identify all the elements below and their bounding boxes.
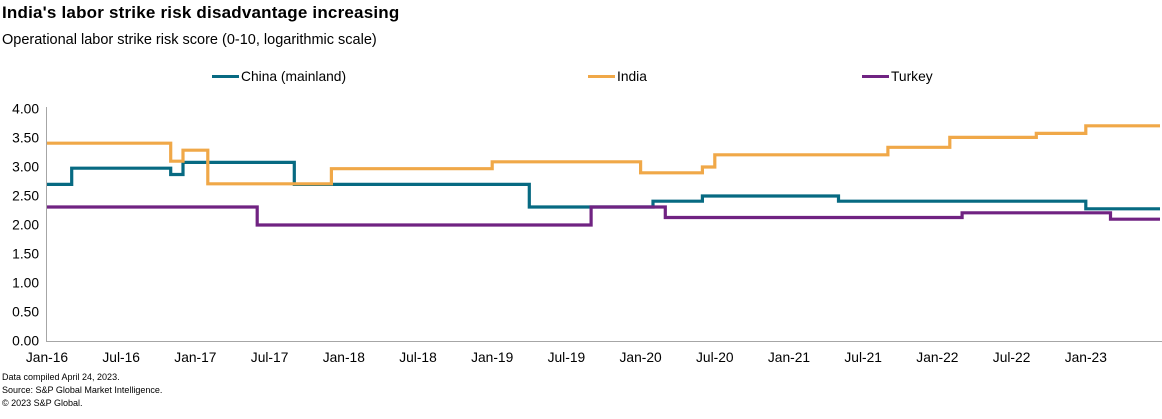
chart-footnotes: Data compiled April 24, 2023. Source: S&… (2, 371, 162, 410)
legend-item-china: China (mainland) (212, 69, 346, 84)
x-tick-label: Jan-16 (26, 350, 69, 365)
x-tick-label: Jan-19 (471, 350, 514, 365)
x-tick-label: Jul-22 (993, 350, 1031, 365)
x-tick-label: Jan-20 (620, 350, 663, 365)
legend-item-turkey: Turkey (862, 69, 933, 84)
chart-subtitle: Operational labor strike risk score (0-1… (2, 32, 377, 48)
legend-label-china: China (mainland) (241, 69, 347, 84)
y-tick-label: 0.00 (12, 334, 39, 349)
x-tick-label: Jul-21 (844, 350, 882, 365)
series-line-china-mainland (47, 160, 1160, 211)
footnote-source: Source: S&P Global Market Intelligence. (2, 385, 163, 395)
footnote-copyright: © 2023 S&P Global. (2, 398, 83, 408)
x-tick-label: Jul-18 (399, 350, 437, 365)
y-tick-label: 2.50 (12, 189, 39, 204)
legend: China (mainland) India Turkey (0, 69, 1162, 87)
x-tick-label: Jul-19 (548, 350, 586, 365)
x-tick-label: Jan-22 (916, 350, 958, 365)
series-line-india (47, 124, 1160, 186)
x-tick-label: Jan-18 (323, 350, 366, 365)
y-tick-label: 4.00 (12, 102, 39, 117)
x-tick-label: Jul-20 (696, 350, 734, 365)
x-tick-label: Jul-17 (251, 350, 289, 365)
y-tick-label: 1.00 (12, 276, 39, 291)
legend-swatch-china (212, 74, 239, 79)
legend-swatch-india (588, 74, 615, 79)
legend-label-turkey: Turkey (891, 69, 933, 84)
y-tick-label: 0.50 (12, 305, 39, 320)
y-tick-label: 2.00 (12, 218, 39, 233)
x-tick-label: Jan-21 (768, 350, 810, 365)
chart-title: India's labor strike risk disadvantage i… (2, 3, 400, 22)
series-line-turkey (47, 205, 1160, 227)
y-tick-label: 3.00 (12, 160, 39, 175)
y-tick-label: 1.50 (12, 247, 39, 262)
x-tick-label: Jan-17 (174, 350, 216, 365)
legend-item-india: India (588, 69, 647, 84)
footnote-compiled: Data compiled April 24, 2023. (2, 372, 120, 382)
y-tick-label: 3.50 (12, 131, 39, 146)
x-tick-label: Jul-16 (102, 350, 140, 365)
legend-label-india: India (617, 69, 647, 84)
x-tick-label: Jan-23 (1065, 350, 1108, 365)
legend-swatch-turkey (862, 74, 889, 79)
